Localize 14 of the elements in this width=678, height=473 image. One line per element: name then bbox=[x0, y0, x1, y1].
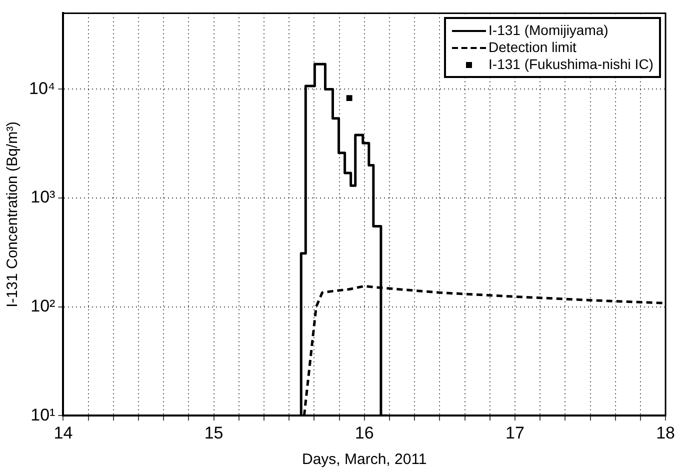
y-tick-label: 10² bbox=[30, 296, 56, 316]
x-tick-label: 18 bbox=[656, 423, 676, 442]
y-axis-title: I-131 Concentration (Bq/m³) bbox=[4, 121, 22, 308]
x-axis-title: Days, March, 2011 bbox=[302, 451, 427, 468]
x-tick-label: 16 bbox=[354, 423, 374, 442]
y-tick-label: 10¹ bbox=[30, 405, 56, 424]
y-tick-label: 10³ bbox=[30, 188, 56, 207]
x-tick-label: 15 bbox=[204, 423, 224, 442]
y-tick-label: 10⁴ bbox=[28, 78, 56, 98]
legend-label: I-131 (Momijiyama) bbox=[488, 22, 608, 40]
x-tick-label: 14 bbox=[54, 423, 73, 442]
legend-label: I-131 (Fukushima-nishi IC) bbox=[488, 56, 654, 74]
legend-label: Detection limit bbox=[488, 39, 576, 56]
x-tick-label: 17 bbox=[506, 423, 524, 442]
